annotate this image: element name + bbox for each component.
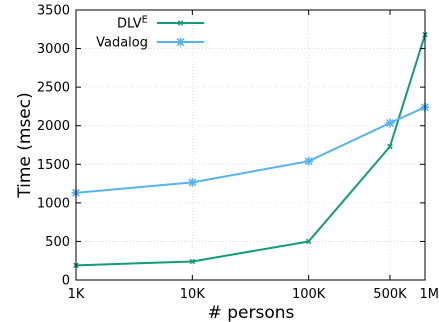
y-tick-label: 0	[62, 274, 70, 289]
y-tick-label: 3500	[37, 4, 70, 19]
legend-label: Vadalog	[96, 36, 148, 51]
plot-frame	[75, 9, 426, 281]
x-tick-label: 1K	[68, 287, 85, 302]
x-tick-label: 1M	[420, 287, 439, 302]
series-vadalog	[71, 102, 430, 198]
x-axis: 1K 10K 100K 500K 1M	[68, 10, 439, 302]
x-tick-label: 100K	[292, 287, 326, 302]
x-marker	[177, 20, 184, 26]
series-dlv	[73, 31, 428, 269]
x-marker	[387, 143, 393, 150]
x-tick-label: 500K	[373, 287, 407, 302]
x-marker	[189, 258, 196, 265]
star-marker	[187, 177, 197, 187]
y-axis: 0 500 1000 1500 2000 2500 3000 3500	[37, 4, 425, 289]
y-tick-label: 3000	[37, 42, 70, 57]
series-line	[75, 106, 426, 194]
y-tick-label: 500	[45, 235, 70, 250]
star-marker	[304, 156, 314, 166]
x-axis-title: # persons	[208, 303, 295, 322]
series-lines	[71, 31, 430, 269]
legend-superscript: E	[142, 15, 148, 26]
x-marker	[305, 238, 312, 245]
x-tick-label: 10K	[180, 287, 206, 302]
legend-label: DLVE	[117, 15, 148, 32]
y-tick-label: 1000	[37, 196, 70, 211]
grid-lines	[76, 10, 425, 280]
series-line	[75, 34, 426, 267]
legend-entry: Vadalog	[96, 36, 204, 51]
y-tick-label: 2500	[37, 81, 70, 96]
y-axis-title: Time (msec)	[15, 92, 35, 199]
star-marker	[176, 37, 185, 47]
star-marker	[385, 118, 395, 128]
y-tick-label: 2000	[37, 119, 70, 134]
legend: DLVE Vadalog	[96, 15, 204, 51]
y-tick-label: 1500	[37, 158, 70, 173]
legend-entry: DLVE	[117, 15, 204, 32]
